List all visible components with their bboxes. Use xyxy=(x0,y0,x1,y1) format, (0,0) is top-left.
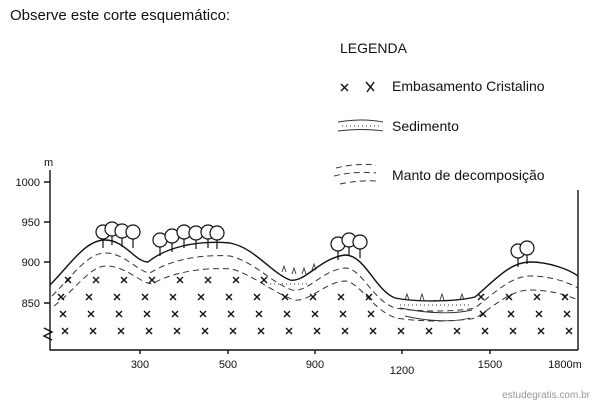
cross xyxy=(537,327,545,335)
grass xyxy=(281,262,465,301)
tree-crown xyxy=(519,240,535,256)
cross xyxy=(64,276,72,284)
terrain-profile xyxy=(49,239,579,322)
cross xyxy=(225,293,233,301)
cross xyxy=(509,327,517,335)
cross xyxy=(199,310,207,318)
x-tick-label: 1800m xyxy=(548,359,582,371)
legend-symbol xyxy=(333,163,377,185)
y-tick-label: 850 xyxy=(22,298,40,310)
cross xyxy=(61,327,69,335)
cross xyxy=(176,276,184,284)
cross xyxy=(533,293,541,301)
x-tick-label: 900 xyxy=(306,359,324,371)
cross xyxy=(453,327,461,335)
cross xyxy=(143,310,151,318)
x-tick-label: 300 xyxy=(131,359,149,371)
y-unit: m xyxy=(44,157,53,169)
legend-item: Embasamento Cristalino xyxy=(392,78,545,94)
cross xyxy=(204,276,212,284)
cross xyxy=(535,310,543,318)
cross xyxy=(59,310,67,318)
crystalline-basement xyxy=(57,276,573,335)
cross xyxy=(397,327,405,335)
cross xyxy=(260,276,268,284)
cross xyxy=(285,327,293,335)
x-tick-label: 1500 xyxy=(478,359,502,371)
cross xyxy=(257,327,265,335)
tree-crown xyxy=(209,225,225,241)
cross xyxy=(337,293,345,301)
y-tick-label: 1000 xyxy=(16,177,40,189)
legend-item: Manto de decomposição xyxy=(392,167,545,183)
title: Observe este corte esquemático: xyxy=(10,7,230,24)
legend-item: Sedimento xyxy=(392,118,459,134)
cross xyxy=(477,293,485,301)
axes xyxy=(42,170,579,354)
legend-title: LEGENDA xyxy=(340,40,408,56)
cross xyxy=(367,310,375,318)
cross xyxy=(339,310,347,318)
cross xyxy=(253,293,261,301)
cross xyxy=(115,310,123,318)
watermark: estudegratis.com.br xyxy=(502,390,590,401)
cross xyxy=(113,293,121,301)
cross xyxy=(479,310,487,318)
cross xyxy=(229,327,237,335)
cross xyxy=(87,310,95,318)
cross xyxy=(309,293,317,301)
cross xyxy=(232,276,240,284)
cross xyxy=(505,293,513,301)
legend-symbol xyxy=(337,119,384,132)
cross xyxy=(313,327,321,335)
cross xyxy=(565,327,573,335)
cross xyxy=(148,276,156,284)
cross xyxy=(85,293,93,301)
cross xyxy=(507,310,515,318)
trees xyxy=(95,221,535,267)
x-tick-label: 1200 xyxy=(390,365,414,377)
cross xyxy=(369,327,377,335)
cross xyxy=(425,327,433,335)
y-tick-label: 950 xyxy=(22,217,40,229)
cross xyxy=(141,293,149,301)
cross xyxy=(283,310,291,318)
cross xyxy=(227,310,235,318)
cross xyxy=(169,293,177,301)
cross xyxy=(561,293,569,301)
cross xyxy=(365,293,373,301)
cross xyxy=(117,327,125,335)
cross xyxy=(201,327,209,335)
cross xyxy=(481,327,489,335)
cross xyxy=(89,327,97,335)
cross xyxy=(171,310,179,318)
tree-crown xyxy=(125,224,141,240)
y-tick-label: 900 xyxy=(22,257,40,269)
cross xyxy=(173,327,181,335)
cross xyxy=(92,276,100,284)
cross xyxy=(197,293,205,301)
cross xyxy=(120,276,128,284)
cross xyxy=(311,310,319,318)
tree-crown xyxy=(352,234,368,250)
cross xyxy=(281,293,289,301)
x-tick-label: 500 xyxy=(219,359,237,371)
cross xyxy=(145,327,153,335)
cross xyxy=(57,293,65,301)
legend-symbol xyxy=(340,81,375,93)
cross xyxy=(563,310,571,318)
cross xyxy=(341,327,349,335)
cross xyxy=(255,310,263,318)
